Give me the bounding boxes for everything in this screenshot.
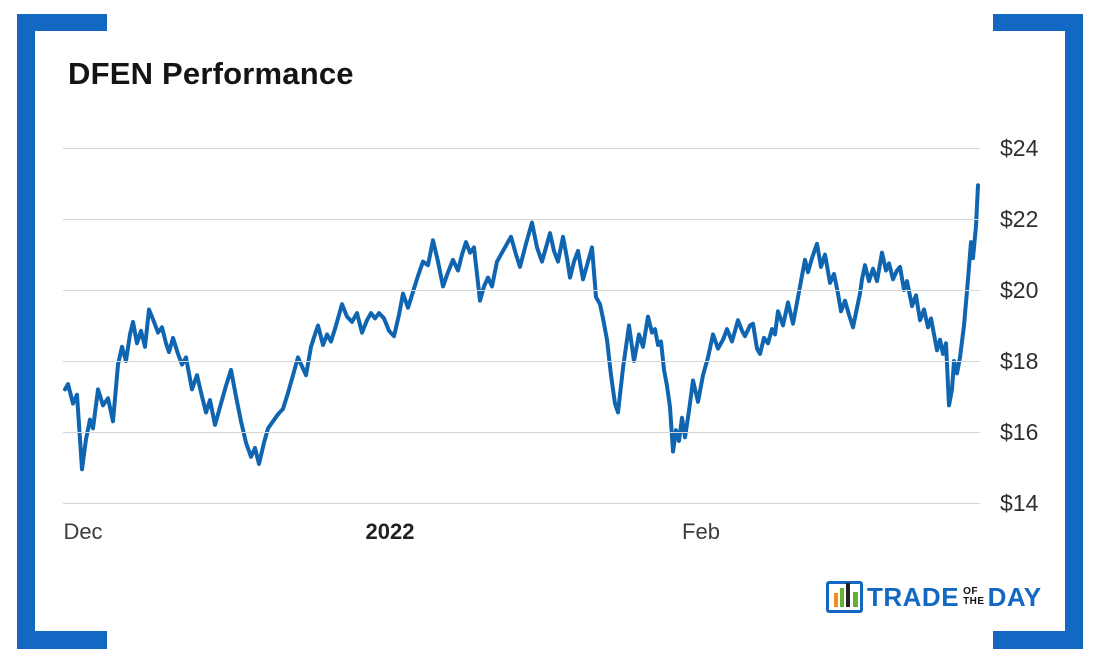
frame-left-rail — [17, 14, 35, 649]
gridline-16 — [63, 432, 980, 433]
y-axis-tick-label: $14 — [1000, 490, 1039, 516]
price-line — [63, 183, 980, 472]
frame-corner-bottom-right — [993, 631, 1083, 649]
y-axis-tick-label: $22 — [1000, 206, 1039, 232]
frame-corner-top-right — [993, 14, 1083, 31]
logo-word-trade: TRADE — [867, 582, 960, 612]
orange-bar — [834, 593, 838, 607]
gridline-18 — [63, 361, 980, 362]
gridline-20 — [63, 290, 980, 291]
frame-corner-top-left — [17, 14, 107, 31]
y-axis-tick-label: $20 — [1000, 277, 1039, 303]
gridline-24 — [63, 148, 980, 149]
y-axis-tick-label: $24 — [1000, 135, 1039, 161]
gridline-22 — [63, 219, 980, 220]
x-axis-tick-label: Feb — [682, 519, 720, 544]
chart-title: DFEN Performance — [68, 56, 354, 91]
price-line-chart: $24 $22 $20 $18 $16 $14 Dec 2022 Feb — [63, 135, 1038, 544]
y-axis-tick-label: $16 — [1000, 419, 1039, 445]
frame-corner-bottom-left — [17, 631, 107, 649]
logo-word-the: THE — [963, 596, 985, 607]
trade-of-the-day-logo: TRADE OF THE DAY — [826, 580, 1042, 614]
logo-word-of: OF — [963, 586, 978, 597]
bar-chart-logo-icon — [826, 581, 863, 613]
green-bar — [840, 588, 844, 607]
logo-wordmark: TRADE OF THE DAY — [867, 584, 1042, 610]
y-axis-tick-label: $18 — [1000, 348, 1039, 374]
gridline-14 — [63, 503, 980, 504]
x-axis-tick-label: 2022 — [365, 519, 415, 544]
logo-word-day: DAY — [987, 582, 1042, 612]
logo-of-the: OF THE — [963, 587, 985, 607]
frame-right-rail — [1065, 14, 1083, 649]
x-axis-tick-label: Dec — [63, 519, 103, 544]
price-line-series — [63, 183, 980, 472]
dark-bar — [846, 583, 850, 607]
green-bar — [853, 592, 858, 607]
